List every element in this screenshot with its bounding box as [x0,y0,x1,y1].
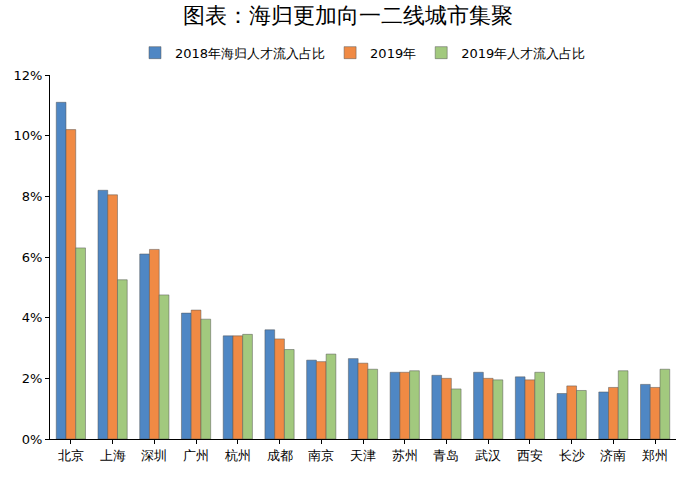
svg-text:深圳: 深圳 [141,448,167,463]
svg-text:0%: 0% [22,432,43,447]
svg-text:西安: 西安 [517,448,543,463]
svg-text:10%: 10% [13,128,42,143]
svg-text:郑州: 郑州 [642,448,668,463]
svg-text:武汉: 武汉 [475,448,501,463]
svg-text:6%: 6% [22,250,43,265]
svg-text:青岛: 青岛 [433,448,459,463]
svg-text:图表：海归更加向一二线城市集聚: 图表：海归更加向一二线城市集聚 [183,3,513,28]
svg-text:2019年: 2019年 [370,46,416,61]
svg-text:长沙: 长沙 [559,448,585,463]
svg-text:成都: 成都 [267,448,293,463]
svg-text:上海: 上海 [100,448,126,463]
svg-text:8%: 8% [22,189,43,204]
svg-text:2018年海归人才流入占比: 2018年海归人才流入占比 [175,46,325,61]
svg-text:12%: 12% [13,68,42,83]
svg-text:北京: 北京 [58,448,84,463]
svg-text:南京: 南京 [308,448,334,463]
svg-text:杭州: 杭州 [224,448,251,463]
svg-text:2019年人才流入占比: 2019年人才流入占比 [461,46,585,61]
svg-text:2%: 2% [22,371,43,386]
svg-text:4%: 4% [22,310,43,325]
svg-text:济南: 济南 [600,448,626,463]
svg-text:苏州: 苏州 [392,448,418,463]
svg-text:天津: 天津 [350,448,376,463]
svg-text:广州: 广州 [183,448,209,463]
